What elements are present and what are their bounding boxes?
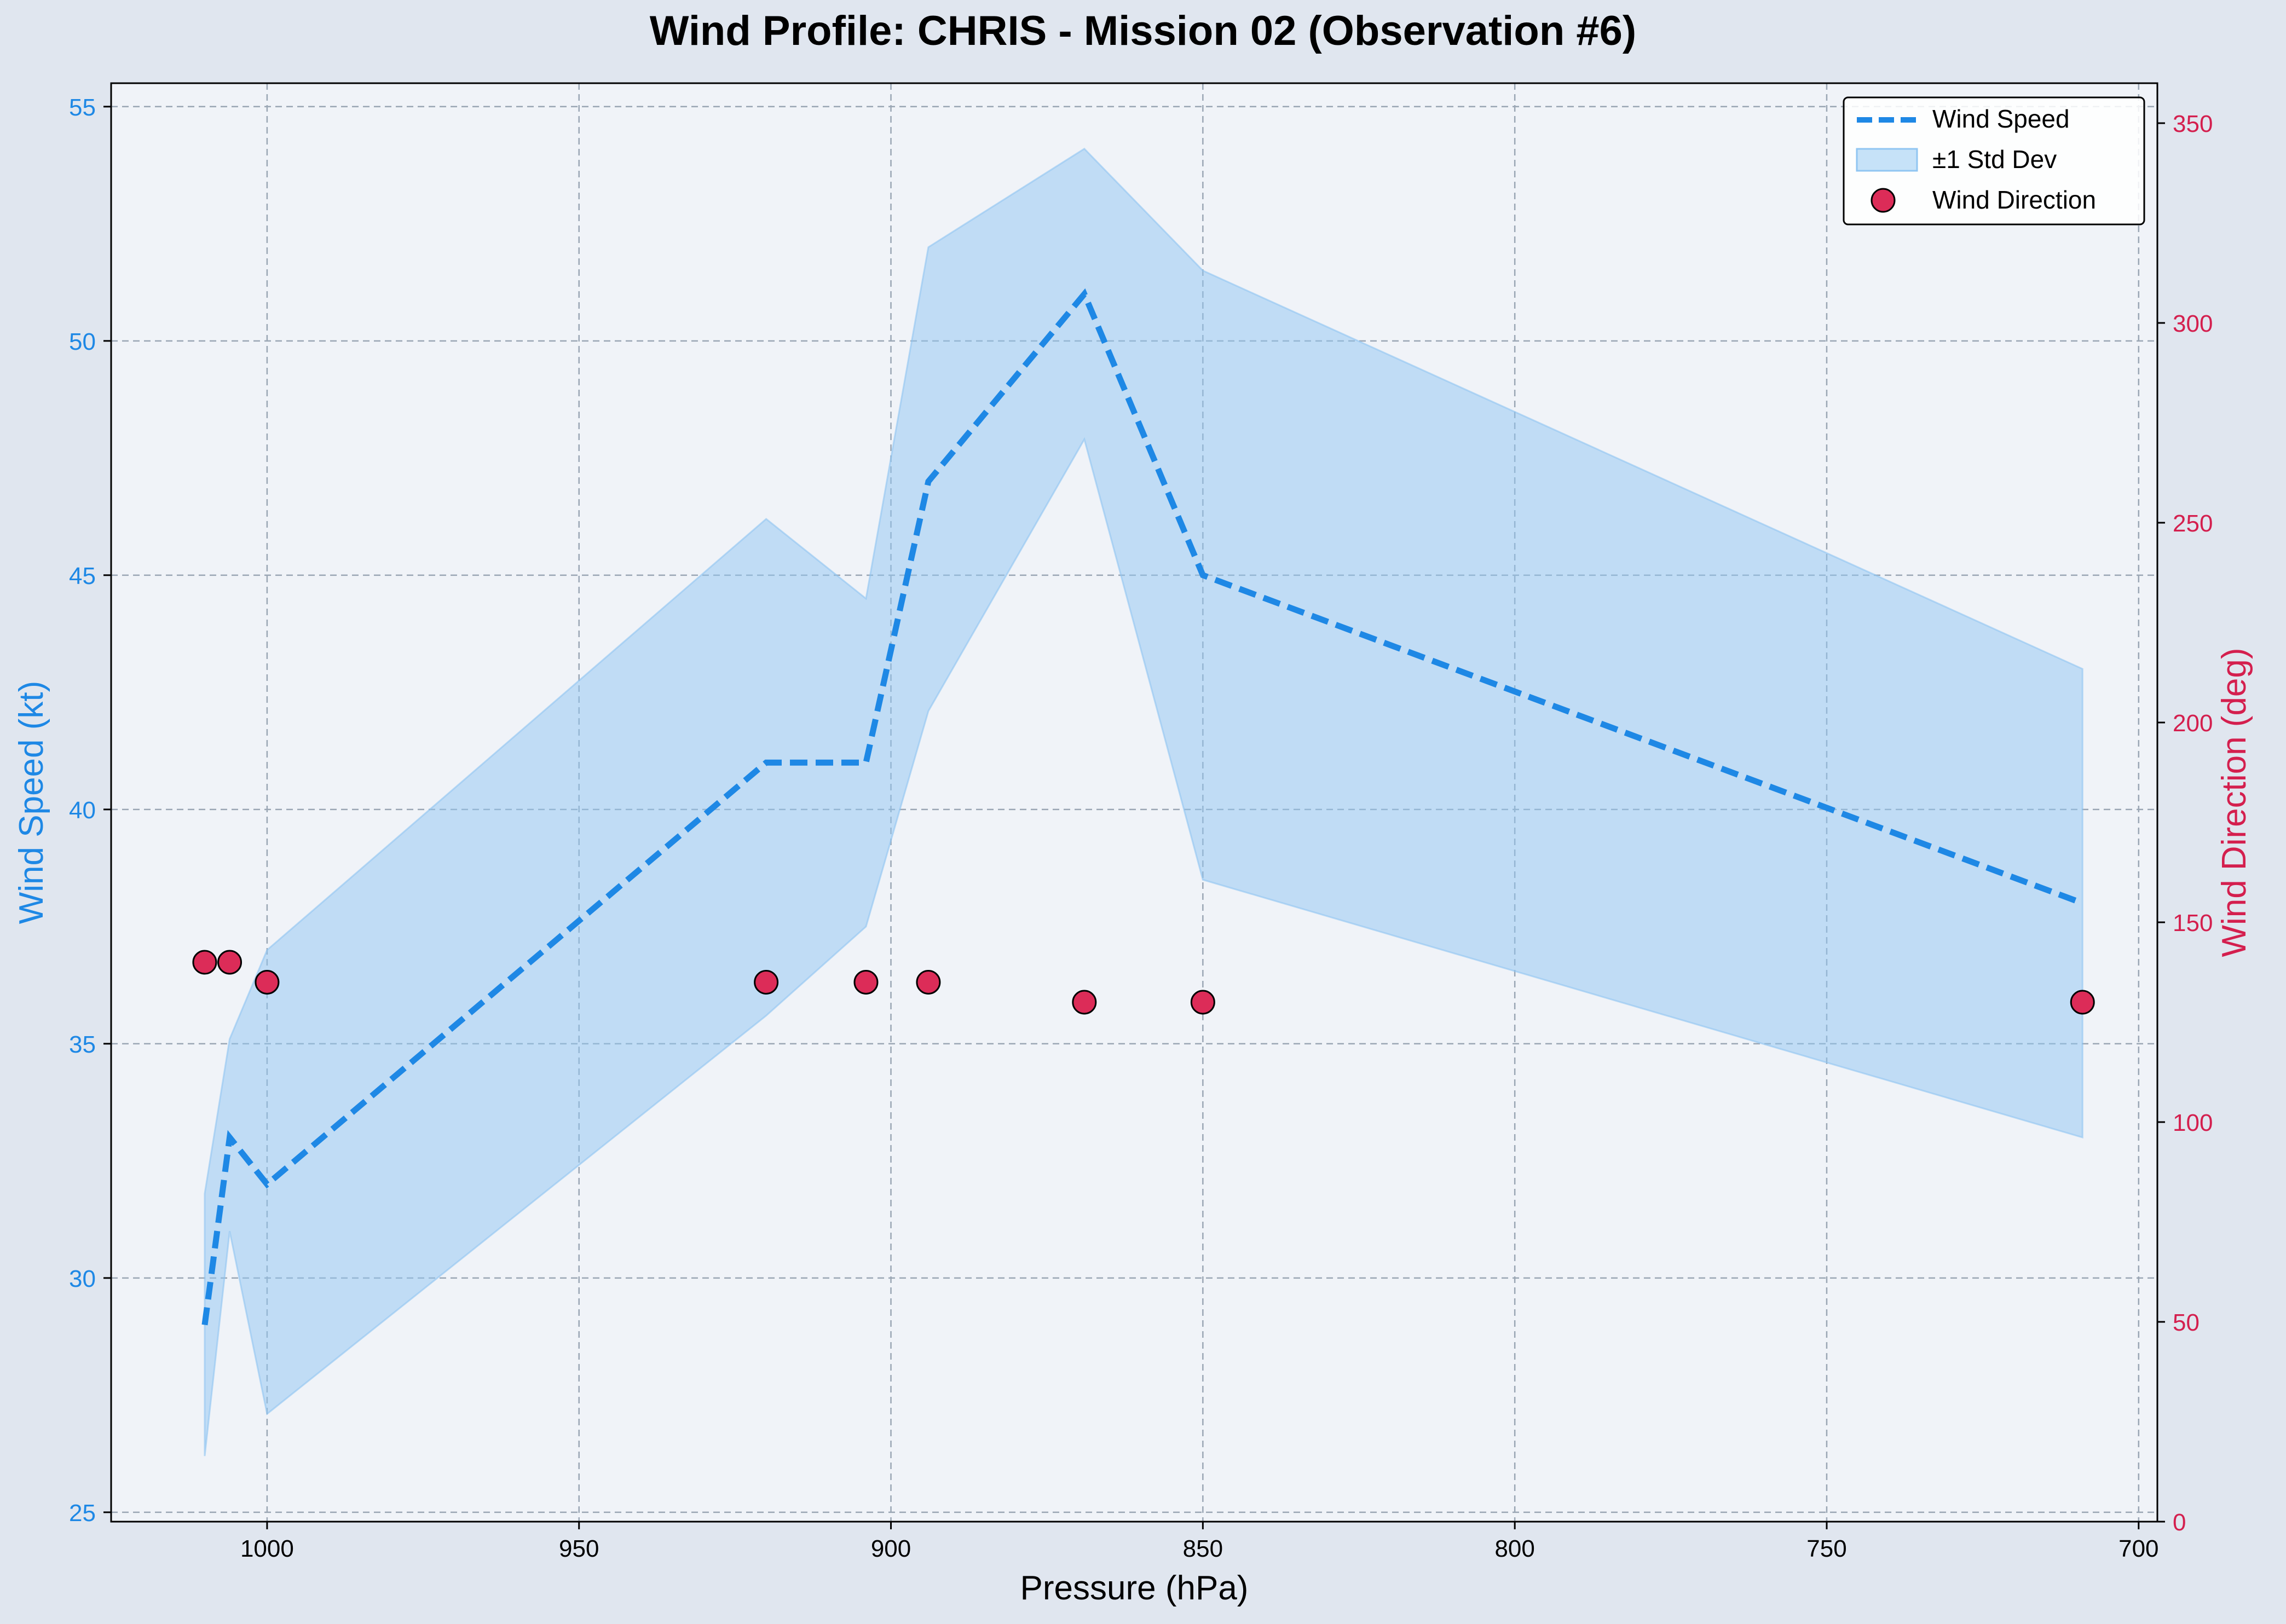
std-dev-band xyxy=(204,147,2083,1457)
y2-tick-label: 350 xyxy=(2173,111,2213,137)
y-axis-label: Wind Speed (kt) xyxy=(13,681,50,924)
y2-tick-label: 300 xyxy=(2173,310,2213,337)
x-tick-label: 850 xyxy=(1183,1535,1223,1562)
legend-band-swatch xyxy=(1856,148,1918,172)
legend-label-wind-direction: Wind Direction xyxy=(1932,186,2096,214)
y-tick-label: 30 xyxy=(69,1265,96,1292)
std-dev-band-area xyxy=(204,147,2083,1457)
wind-direction-point xyxy=(754,970,779,995)
y2-tick-label: 250 xyxy=(2173,510,2213,537)
y-tick-label: 45 xyxy=(69,563,96,590)
y2-axis-label: Wind Direction (deg) xyxy=(2215,648,2253,957)
x-axis-ticks: 1000 950 900 850 800 750 700 xyxy=(240,1522,2159,1562)
wind-speed-line xyxy=(201,288,2084,1326)
y2-axis-ticks: 0 50 100 150 200 250 300 350 xyxy=(2157,111,2213,1536)
y-axis-ticks: 25 30 35 40 45 50 55 xyxy=(69,94,111,1527)
y2-tick-label: 0 xyxy=(2173,1509,2186,1536)
x-tick-label: 900 xyxy=(871,1535,911,1562)
x-tick-label: 950 xyxy=(559,1535,599,1562)
y2-tick-label: 50 xyxy=(2173,1309,2200,1336)
x-tick-label: 750 xyxy=(1806,1535,1846,1562)
wind-direction-point xyxy=(217,950,243,975)
y2-tick-label: 150 xyxy=(2173,910,2213,937)
legend-box xyxy=(1843,96,2145,226)
x-tick-label: 1000 xyxy=(240,1535,294,1562)
y-tick-label: 55 xyxy=(69,94,96,121)
wind-direction-points xyxy=(192,950,2095,1015)
y-tick-label: 25 xyxy=(69,1500,96,1527)
chart-title: Wind Profile: CHRIS - Mission 02 (Observ… xyxy=(650,8,1636,54)
x-tick-label: 700 xyxy=(2118,1535,2158,1562)
y-tick-label: 40 xyxy=(69,797,96,824)
wind-direction-point xyxy=(853,970,879,995)
y2-tick-label: 200 xyxy=(2173,710,2213,737)
plot-frame xyxy=(110,82,2158,1523)
legend: Wind Speed ±1 Std Dev Wind Direction xyxy=(1843,96,2145,226)
wind-direction-point xyxy=(916,970,941,995)
wind-direction-point xyxy=(255,970,280,995)
legend-dot-swatch xyxy=(1871,188,1896,213)
y2-tick-label: 100 xyxy=(2173,1109,2213,1136)
y-tick-label: 35 xyxy=(69,1031,96,1058)
wind-direction-point xyxy=(1072,990,1097,1015)
wind-direction-point xyxy=(192,950,217,975)
x-tick-label: 800 xyxy=(1494,1535,1534,1562)
wind-direction-point xyxy=(2070,990,2095,1015)
y-tick-label: 50 xyxy=(69,328,96,355)
wind-direction-point xyxy=(1190,990,1215,1015)
legend-label-std-dev: ±1 Std Dev xyxy=(1932,145,2057,174)
legend-label-wind-speed: Wind Speed xyxy=(1932,105,2070,133)
x-axis-label: Pressure (hPa) xyxy=(1020,1569,1249,1607)
wind-speed-line-path xyxy=(201,288,2084,1326)
